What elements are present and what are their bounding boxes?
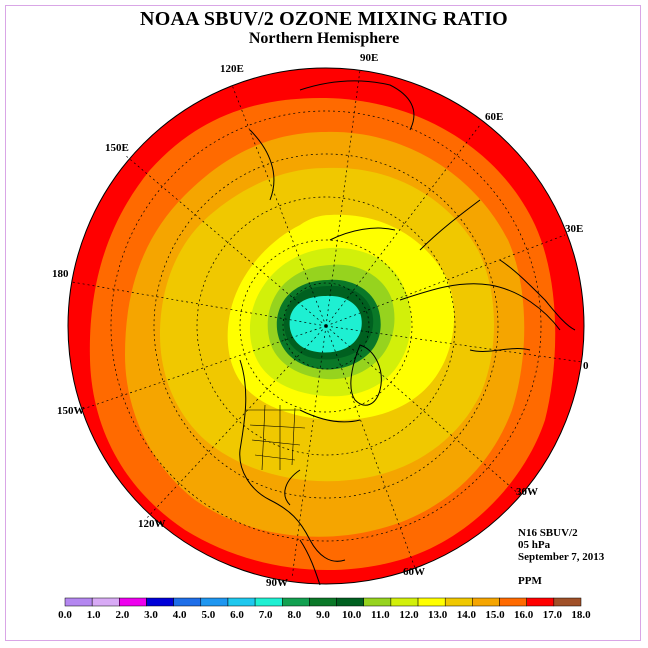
asia-pacific-outline (249, 80, 415, 201)
greenland-outline (350, 344, 382, 406)
colorbar-tick-label: 18.0 (571, 609, 591, 621)
colorbar-swatch (336, 597, 364, 607)
lon-label-0: 0 (583, 360, 589, 372)
graticule (71, 69, 583, 579)
meridian-120e (231, 84, 327, 327)
colorbar-swatch (553, 597, 582, 607)
meridian-90w (291, 325, 327, 579)
colorbar-tick-label: 3.0 (144, 609, 158, 621)
colorbar-swatch (64, 597, 93, 607)
meridian-90e (325, 69, 361, 327)
meridian-150e (124, 154, 327, 327)
colorbar-tick-label: 12.0 (399, 609, 419, 621)
latitude-circle-75 (282, 282, 370, 370)
colorbar-tick-label: 13.0 (428, 609, 448, 621)
europe-outline (499, 259, 576, 331)
colorbar-swatch (526, 597, 555, 607)
date-label: September 7, 2013 (518, 551, 605, 563)
plot-frame (5, 5, 641, 641)
colorbar-swatch (417, 597, 446, 607)
colorbar-swatch (309, 597, 337, 607)
colorbar-tick-label: 10.0 (342, 609, 362, 621)
colorbar-tick-label: 11.0 (371, 609, 390, 621)
lon-label-150e: 150E (105, 142, 129, 154)
lon-label-120w: 120W (138, 518, 166, 530)
colorbar-tick-label: 5.0 (201, 609, 216, 621)
us-states-grid (245, 404, 306, 471)
colorbar-swatch (282, 597, 310, 607)
colorbar-swatch (390, 597, 419, 607)
units-label: PPM (518, 575, 542, 587)
lon-label-30w: 30W (516, 486, 538, 498)
latitude-circle-60 (239, 239, 413, 413)
latitude-circle-15 (110, 110, 542, 542)
lon-label-90e: 90E (360, 52, 379, 64)
latitude-circle-30 (153, 153, 499, 499)
lon-label-180: 180 (52, 268, 69, 280)
colorbar-swatch (472, 597, 500, 607)
colorbar-swatch (91, 597, 120, 607)
colorbar-swatch (227, 597, 256, 607)
colorbar-swatch (254, 597, 283, 607)
colorbar-swatch (200, 597, 229, 607)
colorbar-tick-label: 6.0 (230, 609, 244, 621)
meridian-120w (144, 325, 327, 521)
colorbar-swatch (173, 597, 202, 607)
latitude-circle-45 (196, 196, 456, 456)
colorbar-tick-label: 1.0 (86, 609, 101, 621)
colorbar-tick-label: 4.0 (172, 609, 187, 621)
colorbar-swatch (146, 597, 174, 607)
lon-label-60w: 60W (403, 566, 425, 578)
colorbar-tick-label: 9.0 (316, 609, 330, 621)
pressure-level-label: 05 hPa (518, 539, 551, 551)
colorbar-swatch (499, 597, 527, 607)
colorbar-tick-label: 14.0 (456, 609, 476, 621)
meridian-0 (325, 325, 583, 363)
eurasia-outline (329, 199, 561, 352)
north-america-outline (239, 359, 361, 562)
colorbar-swatch (444, 597, 473, 607)
colorbar-tick-label: 7.0 (258, 609, 273, 621)
meridian-150w (79, 325, 327, 411)
colorbar-tick-label: 15.0 (485, 609, 505, 621)
colorbar-tick-label: 2.0 (115, 609, 130, 621)
lon-label-150w: 150W (57, 405, 85, 417)
coastline-outlines (239, 80, 576, 586)
colorbar-swatch (363, 597, 392, 607)
chart-title: NOAA SBUV/2 OZONE MIXING RATIO (140, 8, 508, 30)
south-america-outline (299, 539, 321, 586)
lon-label-60e: 60E (485, 111, 504, 123)
lon-label-30e: 30E (565, 223, 584, 235)
colorbar-tick-label: 17.0 (542, 609, 562, 621)
colorbar-tick-label: 16.0 (514, 609, 534, 621)
colorbar-swatch (119, 597, 147, 607)
colorbar-tick-label: 0.0 (58, 609, 72, 621)
instrument-label: N16 SBUV/2 (518, 527, 578, 539)
colorbar-tick-label: 8.0 (287, 609, 302, 621)
lon-label-90w: 90W (266, 577, 288, 589)
chart-subtitle: Northern Hemisphere (248, 30, 400, 47)
lon-label-120e: 120E (220, 63, 244, 75)
ozone-contour-fill (68, 68, 584, 584)
map-boundary (67, 67, 585, 585)
meridian-60e (325, 124, 481, 327)
